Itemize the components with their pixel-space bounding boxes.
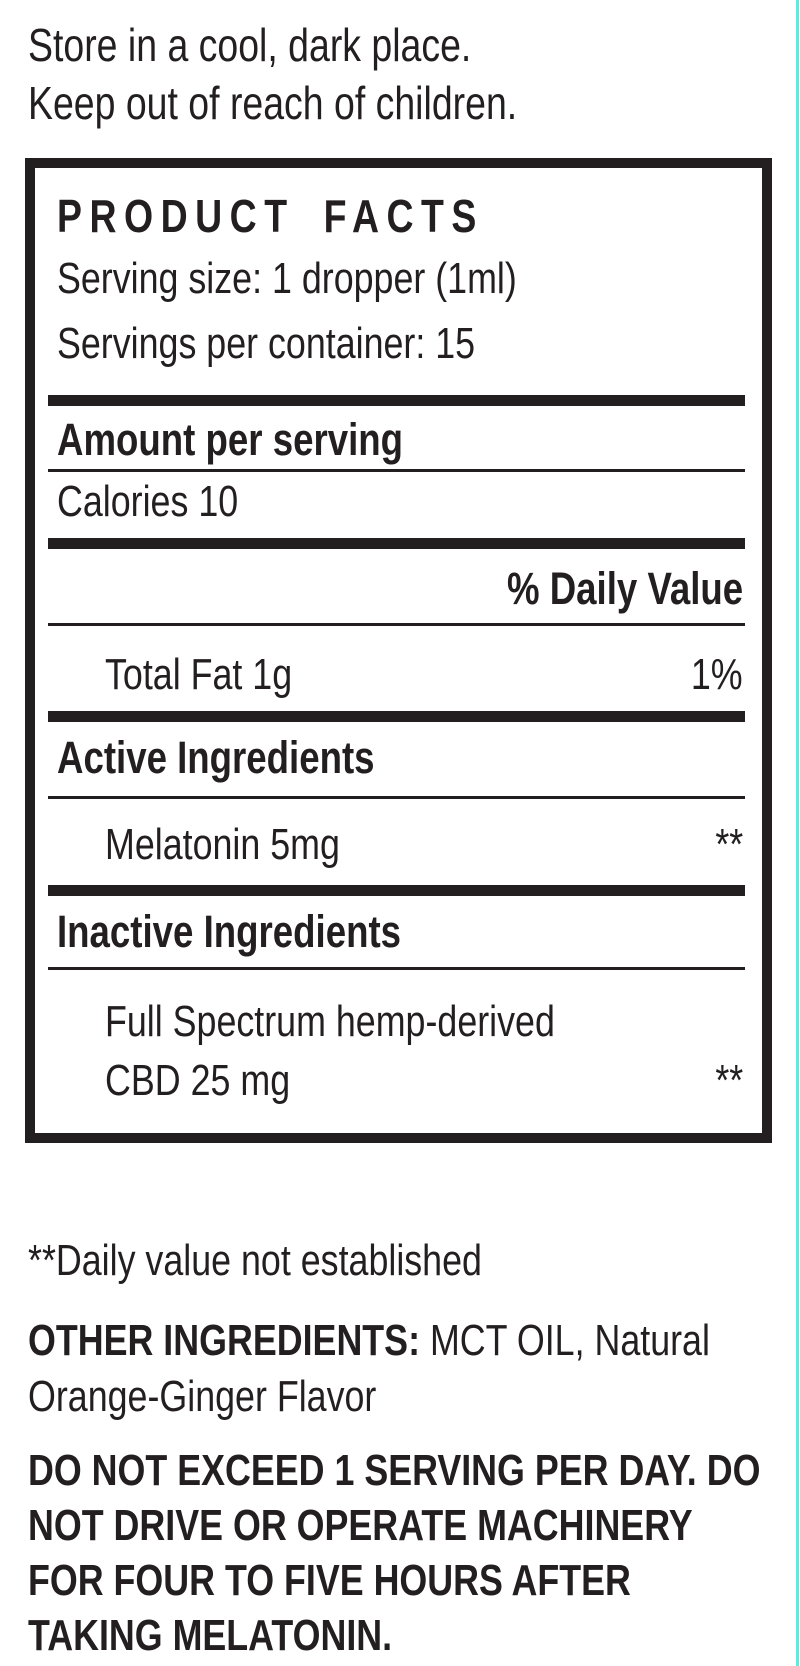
other-ingredients: OTHER INGREDIENTS: MCT OIL, Natural Oran… [28,1313,800,1425]
daily-value-footnote-text: **Daily value not established [28,1236,482,1285]
warning-statement-text: DO NOT EXCEED 1 SERVING PER DAY. DO NOT … [28,1446,761,1660]
cbd-daily-value: ** [715,1056,743,1105]
inactive-ingredients-text: Inactive Ingredients [57,906,402,957]
total-fat-daily-value: 1% [691,650,743,699]
servings-per-container-line: Servings per container: 15 [57,315,762,372]
divider-thin [48,469,745,472]
storage-note-line-2-text: Keep out of reach of children. [28,77,518,129]
servings-per-container-text: Servings per container: 15 [57,319,476,368]
divider-thick [48,711,745,722]
storage-note-line-2: Keep out of reach of children. [28,74,800,132]
serving-size-line: Serving size: 1 dropper (1ml) [57,250,762,307]
panel-title: PRODUCT FACTS [57,190,762,242]
daily-value-header-text: % Daily Value [506,563,743,614]
melatonin-row: Melatonin 5mg ** [105,821,743,869]
other-ingredients-value: MCT OIL, Natural Orange-Ginger Flavor [28,1316,710,1421]
cbd-name-line-2-text: CBD 25 mg [105,1056,291,1105]
melatonin-name: Melatonin 5mg [105,820,340,869]
daily-value-footnote: **Daily value not established [28,1236,800,1286]
daily-value-header: % Daily Value [57,566,743,612]
divider-thick [48,885,745,896]
calories-row: Calories 10 [57,478,743,526]
screen-edge-line [796,0,799,1666]
storage-note-line-1: Store in a cool, dark place. [28,16,800,74]
storage-note: Store in a cool, dark place. Keep out of… [28,16,800,132]
amount-per-serving-header: Amount per serving [57,417,743,463]
cbd-row: Full Spectrum hemp-derived CBD 25 mg ** [105,992,743,1110]
divider-thick [48,395,745,406]
total-fat-name: Total Fat 1g [105,650,293,699]
active-ingredients-text: Active Ingredients [57,732,375,783]
divider-thin [48,967,745,970]
panel-title-text: PRODUCT FACTS [57,190,484,242]
divider-thick [48,538,745,549]
divider-thin [48,623,745,626]
cbd-name-line-1: Full Spectrum hemp-derived [105,992,743,1051]
divider-thin [48,796,745,799]
melatonin-daily-value: ** [715,820,743,869]
other-ingredients-label: OTHER INGREDIENTS: [28,1316,421,1365]
product-facts-panel: PRODUCT FACTS Serving size: 1 dropper (1… [25,158,772,1143]
warning-statement: DO NOT EXCEED 1 SERVING PER DAY. DO NOT … [28,1443,800,1663]
total-fat-row: Total Fat 1g 1% [105,651,743,699]
active-ingredients-header: Active Ingredients [57,735,743,781]
other-ingredients-content: OTHER INGREDIENTS: MCT OIL, Natural Oran… [28,1313,773,1425]
cbd-name-line-2: CBD 25 mg ** [105,1051,743,1110]
amount-per-serving-text: Amount per serving [57,414,404,465]
calories-text: Calories 10 [57,477,239,526]
cbd-name-line-1-text: Full Spectrum hemp-derived [105,997,555,1046]
inactive-ingredients-header: Inactive Ingredients [57,909,743,955]
serving-size-text: Serving size: 1 dropper (1ml) [57,254,517,303]
storage-note-line-1-text: Store in a cool, dark place. [28,19,472,71]
